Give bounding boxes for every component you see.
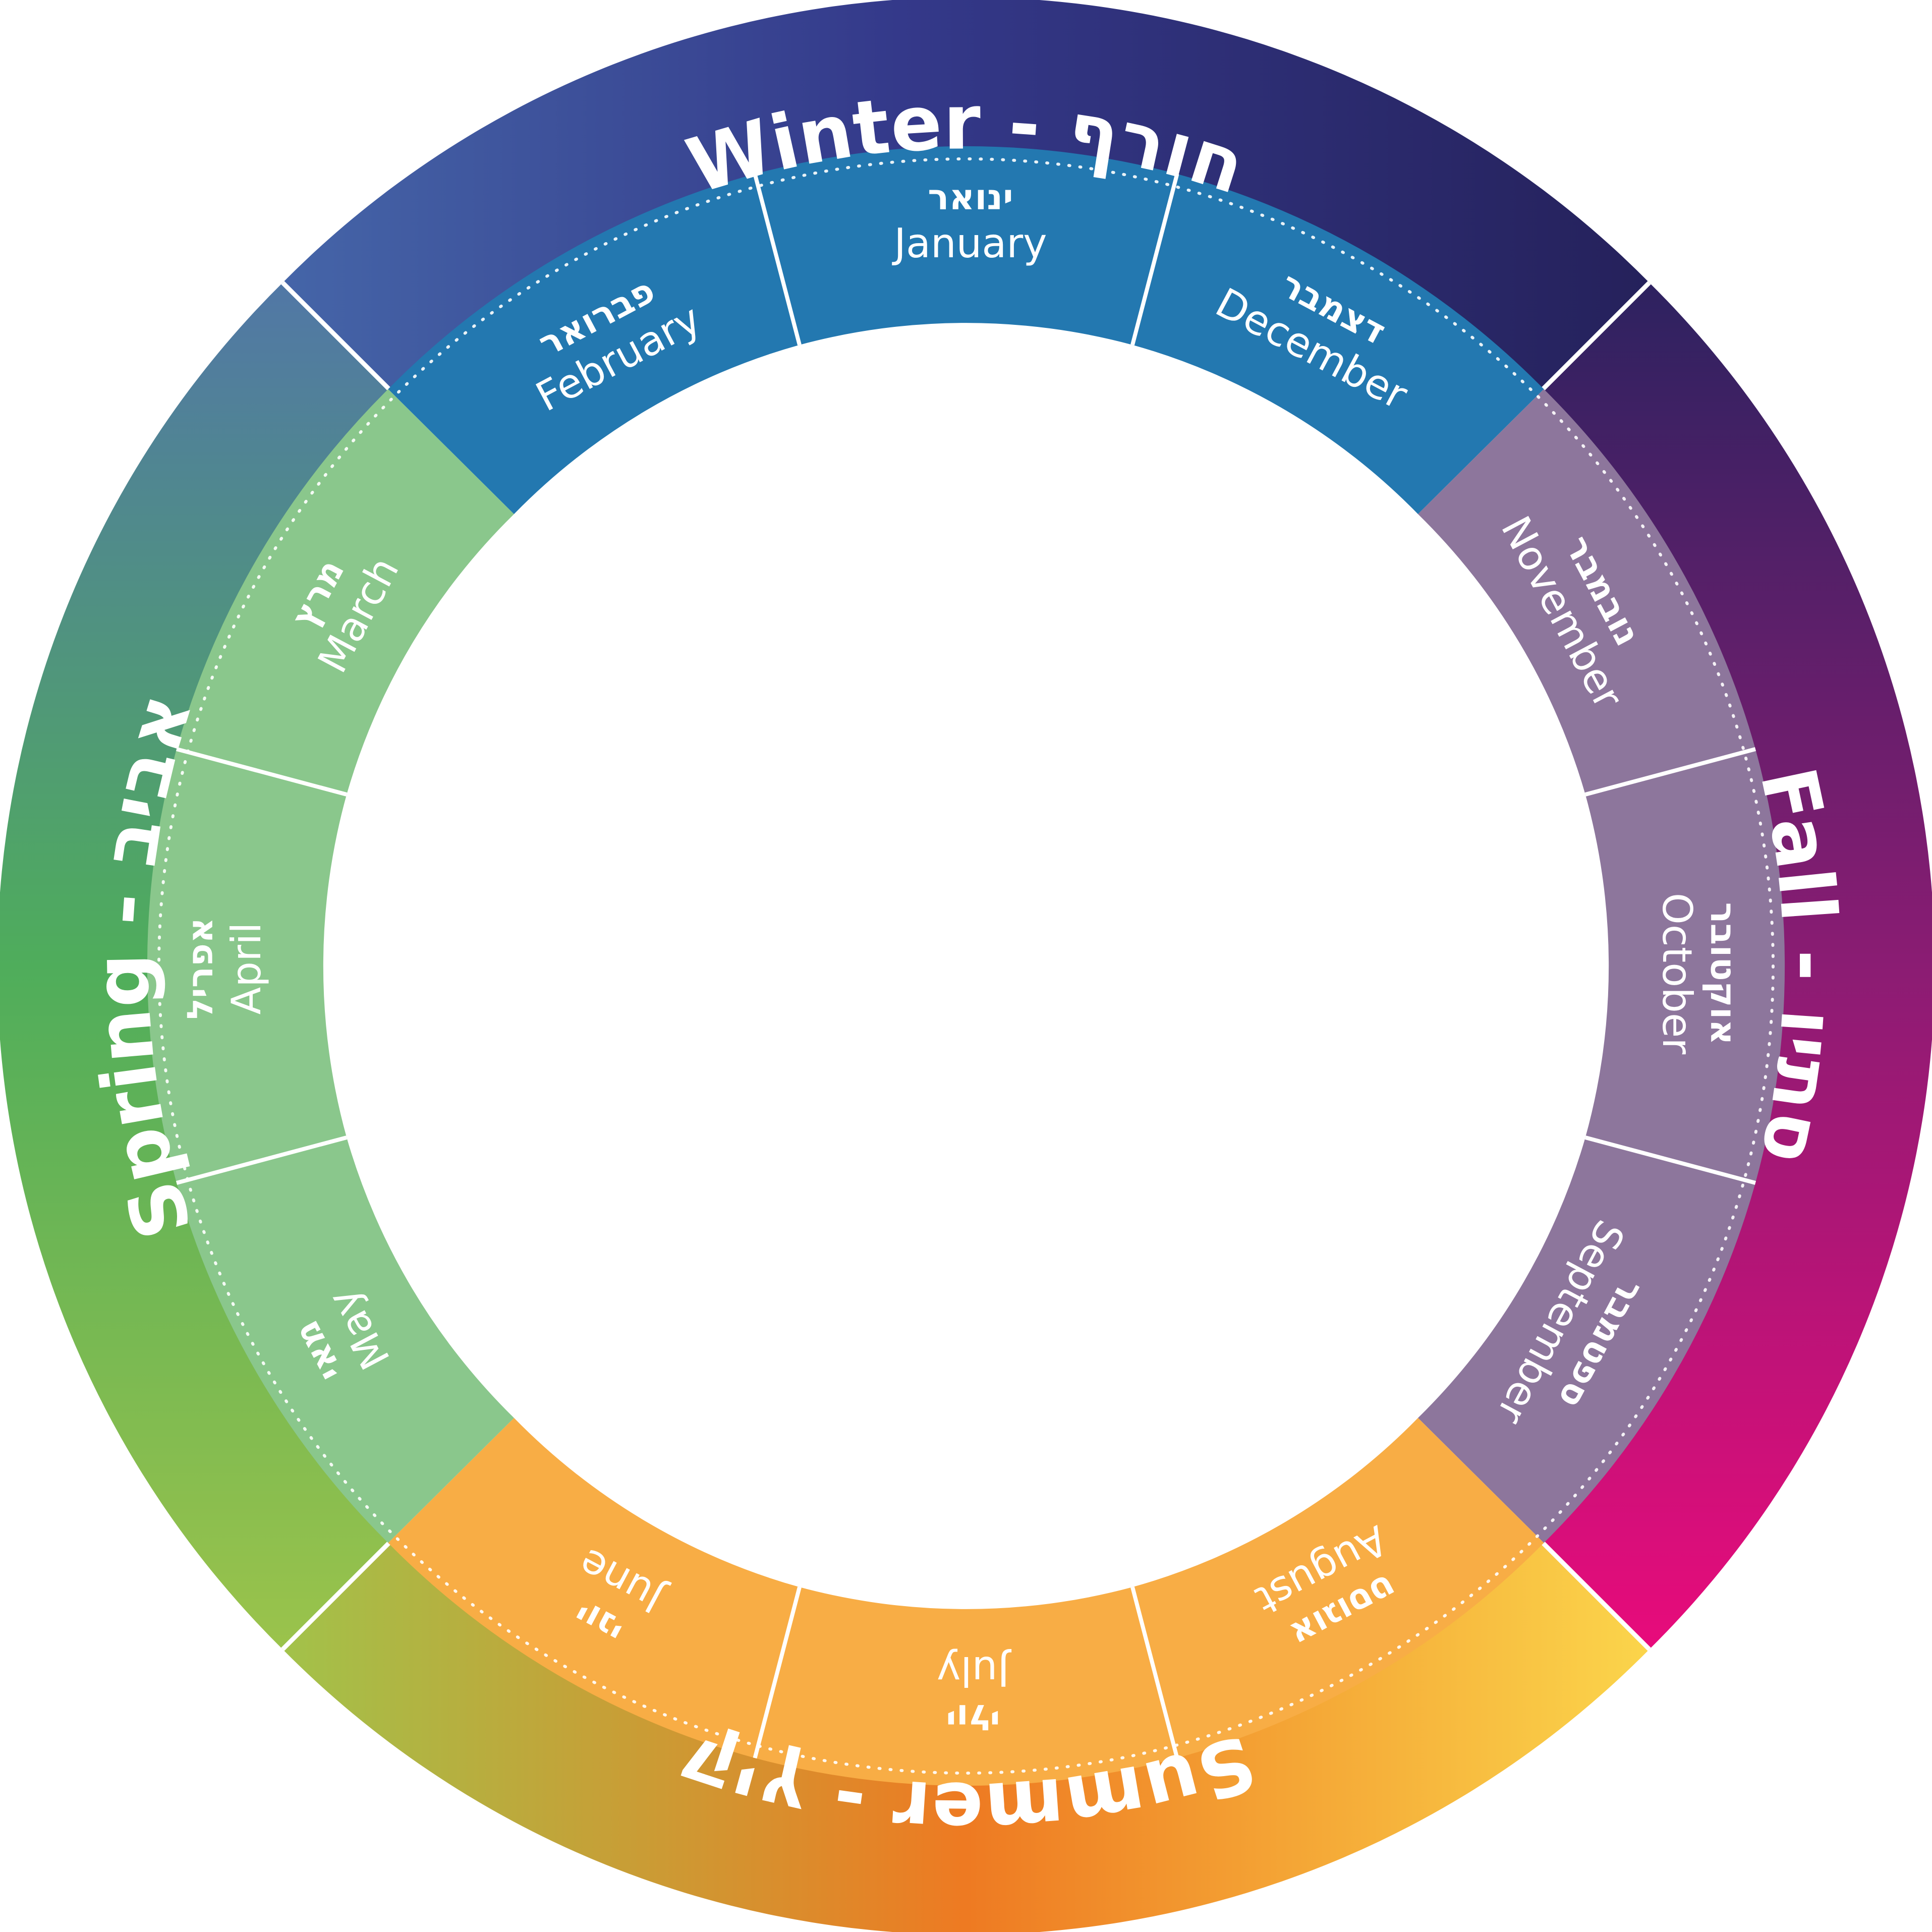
month-divider	[1130, 173, 1179, 346]
season-segment-winter	[282, 0, 1650, 389]
month-he-july: יולי	[946, 1696, 1000, 1738]
center-circle	[333, 333, 1599, 1599]
month-divider	[753, 173, 802, 346]
month-label-april: אפריל April	[180, 918, 270, 1019]
dotted-ring	[157, 157, 1775, 1775]
month-en-october: October	[1654, 893, 1700, 1054]
month-segment-june	[388, 1417, 800, 1758]
season-segment-spring	[0, 282, 389, 1650]
month-dividers	[176, 173, 1756, 1759]
month-divider	[1130, 1586, 1179, 1759]
month-segment-december	[1132, 174, 1544, 515]
month-divider	[176, 747, 348, 797]
month-en-january: January	[891, 220, 1047, 267]
season-segment-summer	[282, 1543, 1650, 1932]
month-ring	[147, 146, 1785, 1786]
month-segment-march	[177, 389, 514, 794]
month-he-april: אפריל	[180, 918, 221, 1019]
month-label-october: אוקטובר October	[1654, 893, 1744, 1054]
month-en-april: April	[223, 923, 270, 1015]
month-segment-november	[1418, 389, 1755, 794]
season-segment-fall	[1543, 282, 1932, 1650]
month-label-january: ינואר January	[891, 177, 1047, 267]
month-en-july: July	[937, 1647, 1012, 1694]
month-divider	[1584, 747, 1756, 797]
month-divider	[176, 1135, 348, 1185]
month-segment-october	[1585, 749, 1785, 1183]
month-segment-september	[1418, 1138, 1755, 1543]
month-segment-january	[755, 146, 1177, 345]
month-segment-february	[388, 174, 800, 515]
month-divider	[753, 1586, 802, 1759]
month-he-january: ינואר	[928, 177, 1013, 218]
month-divider	[1584, 1135, 1756, 1185]
month-segment-april	[147, 749, 347, 1183]
month-segment-august	[1132, 1417, 1544, 1758]
month-he-october: אוקטובר	[1702, 902, 1744, 1045]
month-segment-may	[177, 1138, 514, 1543]
month-segment-july	[755, 1587, 1177, 1786]
month-label-july: יולי July	[937, 1647, 1012, 1738]
